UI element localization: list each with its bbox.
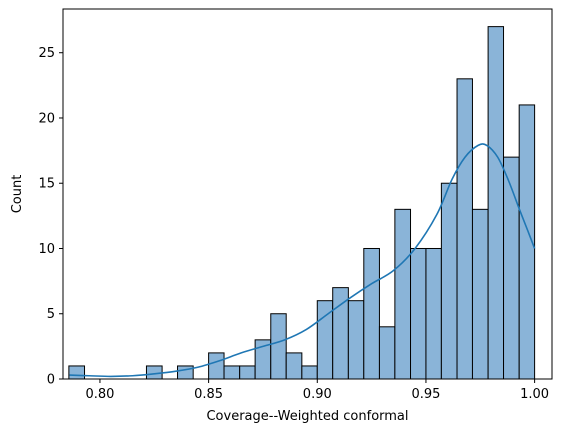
- x-axis-ticks: 0.80 0.85 0.90 0.95 1.00: [85, 379, 549, 402]
- plot-frame: [62, 8, 553, 380]
- histogram-bar: [456, 78, 473, 380]
- histogram-bar: [487, 26, 505, 380]
- histogram-bar: [378, 326, 396, 380]
- y-axis-label: Count: [10, 175, 25, 214]
- histogram-bar: [503, 156, 520, 380]
- x-tick-label: 0.90: [303, 387, 332, 402]
- histogram-bar: [347, 300, 365, 380]
- y-axis-ticks: 0 5 10 15 20 25: [38, 46, 63, 388]
- x-axis-label: Coverage--Weighted conformal: [206, 409, 408, 424]
- histogram-bar: [471, 208, 489, 380]
- x-tick-label: 1.00: [520, 387, 549, 402]
- y-tick-label: 0: [47, 373, 55, 388]
- histogram-bars: [68, 26, 536, 380]
- x-tick-label: 0.80: [85, 387, 114, 402]
- histogram-bar: [410, 247, 427, 380]
- y-tick-label: 5: [47, 307, 55, 322]
- y-tick-label: 10: [38, 242, 55, 257]
- histogram-bar: [223, 365, 241, 380]
- histogram-bar: [440, 182, 458, 380]
- histogram-bar: [285, 352, 303, 380]
- histogram-bar: [394, 208, 412, 380]
- histogram-bar: [301, 365, 318, 380]
- y-tick-label: 15: [38, 177, 55, 192]
- histogram-bar: [363, 247, 380, 380]
- y-tick-label: 25: [38, 46, 55, 61]
- histogram-bar: [425, 247, 442, 380]
- y-tick-label: 20: [38, 111, 55, 126]
- x-tick-label: 0.95: [411, 387, 440, 402]
- histogram-bar: [68, 365, 86, 380]
- x-tick-label: 0.85: [194, 387, 223, 402]
- histogram-bar: [270, 313, 287, 380]
- histogram-bar: [239, 365, 256, 380]
- kde-curve: [69, 143, 536, 378]
- histogram-bar: [208, 352, 225, 380]
